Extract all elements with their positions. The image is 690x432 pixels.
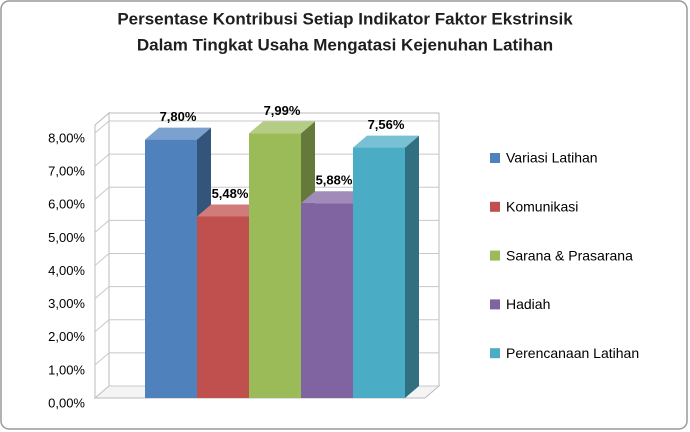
y-tick-label: 2,00% [48, 329, 85, 344]
y-tick-label: 6,00% [48, 197, 85, 212]
value-label: 5,88% [316, 173, 353, 188]
bar-top [145, 127, 211, 140]
bar-top [249, 121, 315, 134]
y-tick-label: 8,00% [48, 130, 85, 145]
chart-title: Persentase Kontribusi Setiap Indikator F… [117, 9, 573, 28]
y-tick-label: 5,00% [48, 230, 85, 245]
y-tick-label: 7,00% [48, 164, 85, 179]
grid-line [94, 120, 439, 134]
bar [353, 147, 405, 398]
legend-label: Perencanaan Latihan [506, 345, 639, 361]
bar-top [197, 204, 263, 217]
bar [197, 216, 249, 398]
y-tick-label: 1,00% [48, 362, 85, 377]
legend-label: Sarana & Prasarana [506, 247, 633, 263]
grid-line [94, 153, 439, 167]
bar-top [353, 135, 419, 148]
bar-top [301, 191, 367, 204]
value-label: 7,80% [160, 109, 197, 124]
chart-title: Dalam Tingkat Usaha Mengatasi Kejenuhan … [137, 35, 553, 54]
bar [145, 139, 197, 398]
grid-line [94, 186, 439, 200]
legend-swatch [490, 201, 500, 212]
value-label: 7,99% [264, 103, 301, 118]
legend-swatch [490, 299, 500, 310]
y-tick-label: 3,00% [48, 296, 85, 311]
bar [249, 133, 301, 399]
legend-label: Variasi Latihan [506, 150, 598, 166]
legend-swatch [490, 250, 500, 261]
bar-side [405, 135, 419, 398]
legend-swatch [490, 348, 500, 359]
legend-swatch [490, 153, 500, 163]
value-label: 7,56% [368, 117, 405, 132]
y-tick-label: 4,00% [48, 263, 85, 278]
value-label: 5,48% [212, 186, 249, 201]
y-tick-label: 0,00% [48, 395, 85, 410]
legend-label: Komunikasi [506, 199, 578, 215]
legend-label: Hadiah [506, 296, 550, 312]
bar [301, 203, 353, 398]
